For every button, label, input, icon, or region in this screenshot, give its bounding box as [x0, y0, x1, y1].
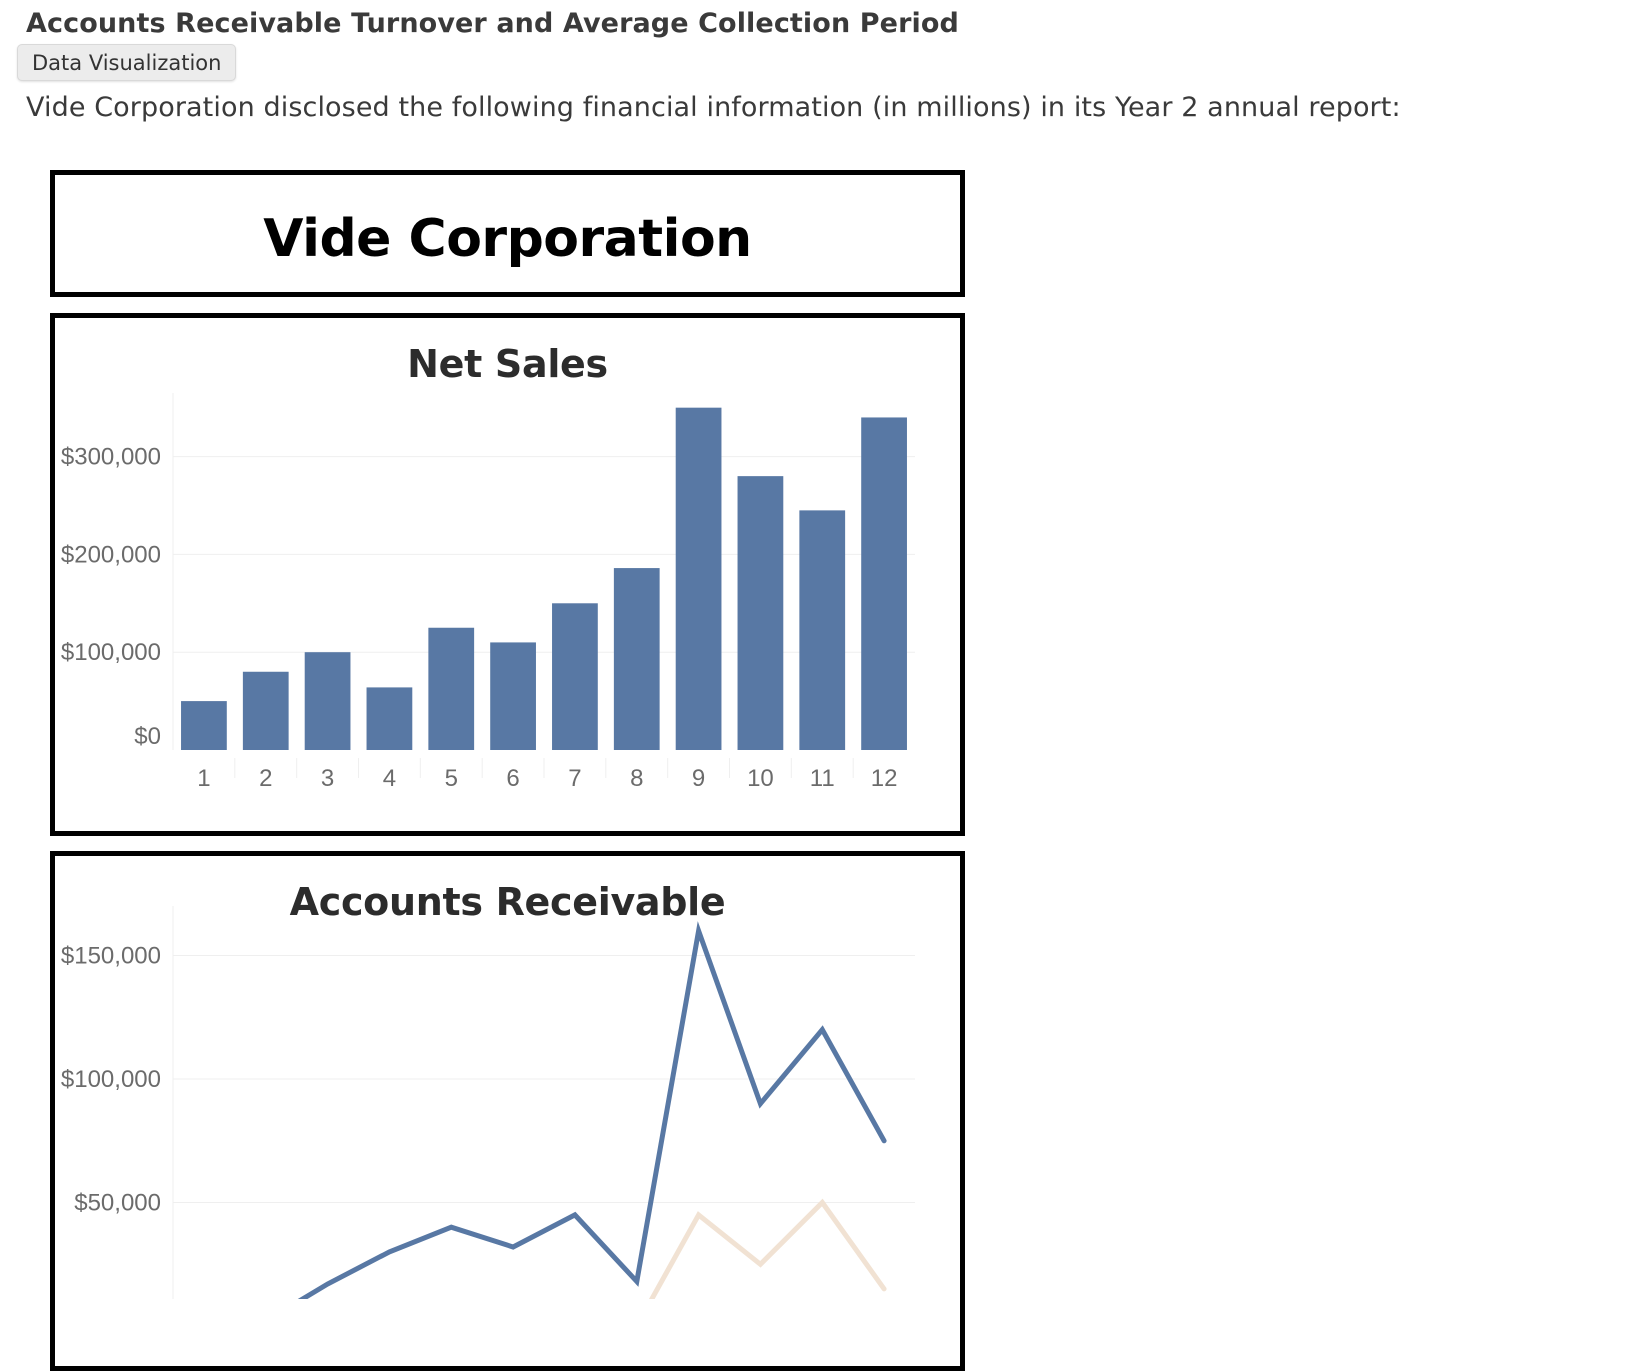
bar[interactable]: [242, 671, 289, 750]
page-title: Accounts Receivable Turnover and Average…: [26, 8, 959, 39]
dashboard-header: Vide Corporation: [50, 170, 965, 297]
x-tick-label: 5: [445, 765, 458, 792]
bar[interactable]: [304, 652, 351, 750]
x-tick-label: 12: [871, 765, 898, 792]
bar[interactable]: [675, 407, 722, 750]
y-tick-label: $50,000: [74, 1190, 161, 1217]
company-name: Vide Corporation: [263, 209, 752, 269]
bar[interactable]: [366, 687, 413, 750]
x-tick-label: 4: [383, 765, 396, 792]
y-tick-label: $200,000: [61, 541, 161, 568]
bar[interactable]: [861, 417, 907, 750]
y-tick-label: $100,000: [61, 639, 161, 666]
x-tick-label: 11: [810, 765, 835, 792]
bar[interactable]: [490, 642, 536, 750]
bar[interactable]: [737, 476, 784, 750]
y-tick-label: $150,000: [61, 943, 161, 970]
y-tick-label: $300,000: [61, 444, 161, 471]
series-line[interactable]: [266, 921, 887, 1321]
bar[interactable]: [552, 603, 598, 750]
intro-text: Vide Corporation disclosed the following…: [26, 92, 1401, 123]
x-tick-label: 7: [568, 765, 581, 792]
bar[interactable]: [613, 568, 660, 750]
bar[interactable]: [799, 510, 846, 750]
x-tick-label: 1: [197, 765, 210, 792]
net-sales-title: Net Sales: [407, 342, 608, 386]
category-tag[interactable]: Data Visualization: [17, 44, 237, 81]
y-tick-label: $100,000: [61, 1066, 161, 1093]
bar[interactable]: [181, 701, 227, 750]
x-tick-label: 3: [321, 765, 334, 792]
x-tick-label: 10: [747, 765, 774, 792]
accounts-receivable-chart: $50,000 $100,000 $150,000: [61, 906, 915, 1327]
x-tick-label: 2: [259, 765, 272, 792]
x-tick-label: 8: [630, 765, 643, 792]
x-tick-label: 6: [506, 765, 519, 792]
y-tick-label: $0: [134, 723, 161, 750]
accounts-receivable-panel: Accounts Receivable $50,000 $100,000 $150,…: [50, 851, 965, 1371]
bar[interactable]: [428, 627, 475, 750]
series-line[interactable]: [637, 1198, 887, 1327]
net-sales-panel: Net Sales $0 $100,000 $200,000 $300,000 1 2 3 4…: [50, 313, 965, 836]
x-tick-label: 9: [692, 765, 705, 792]
accounts-receivable-title: Accounts Receivable: [289, 880, 726, 924]
